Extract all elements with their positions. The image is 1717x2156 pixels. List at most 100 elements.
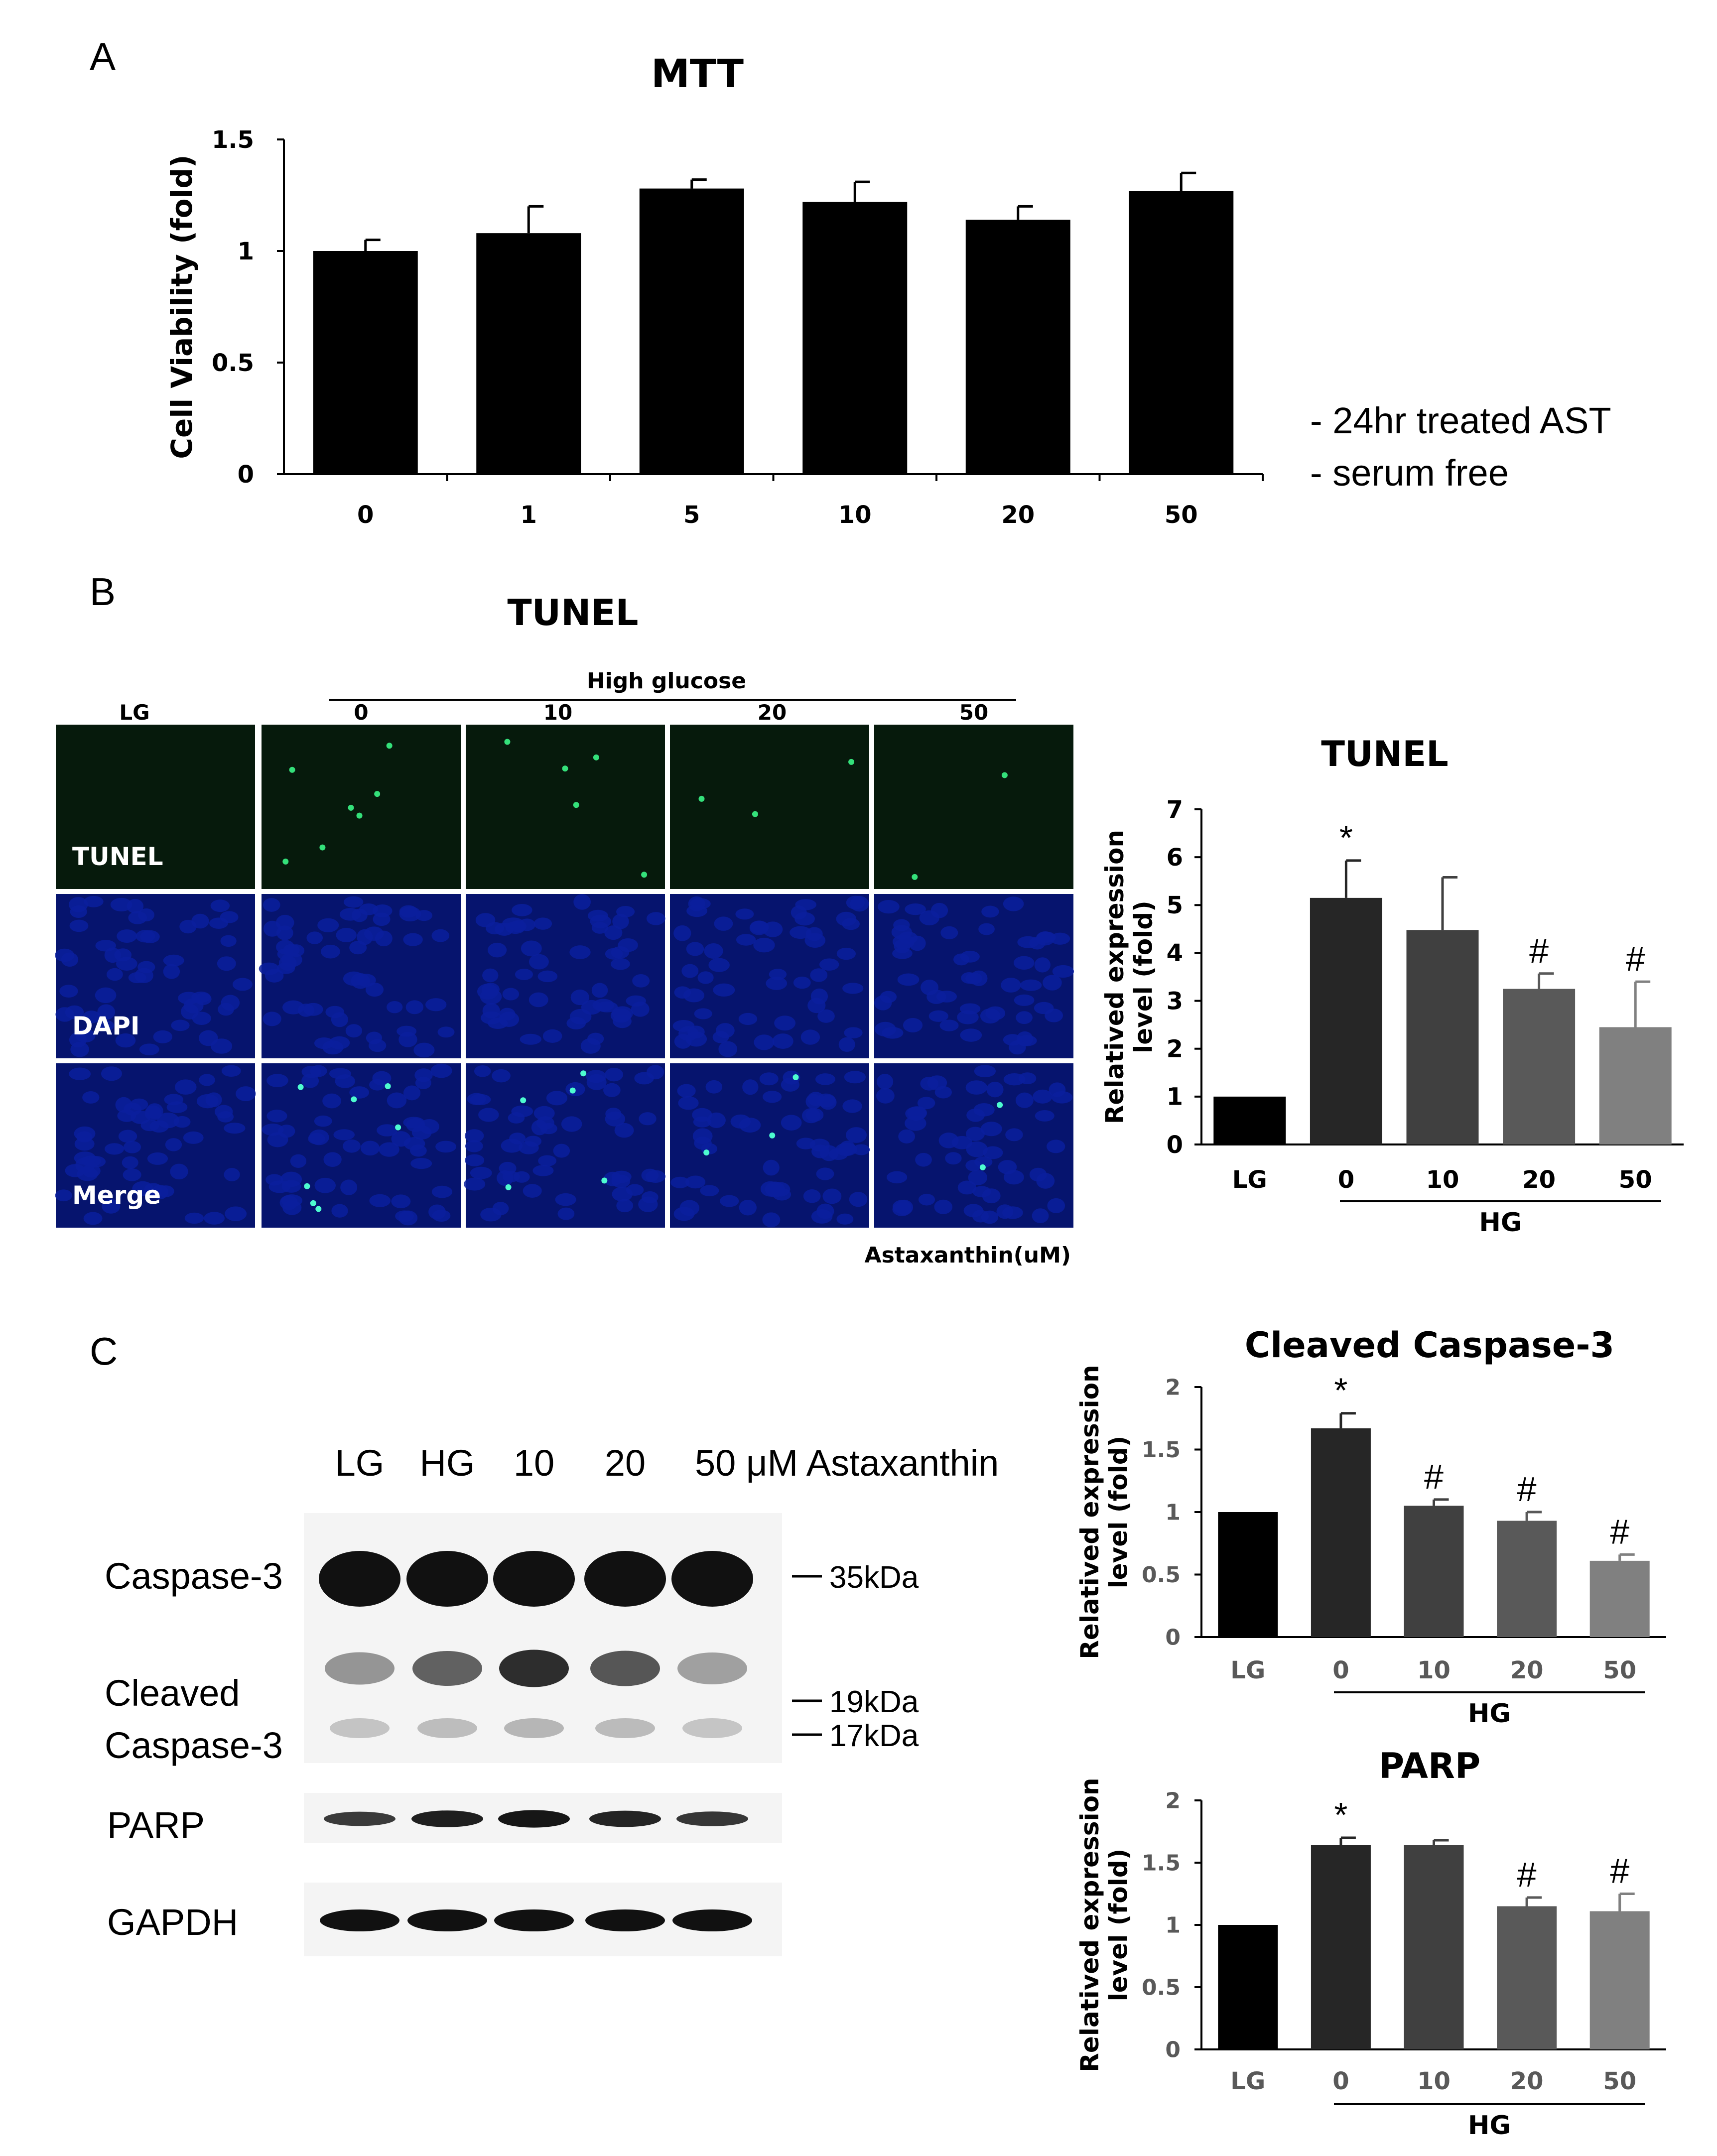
nucleus: [878, 900, 900, 914]
nucleus: [463, 1177, 486, 1191]
nucleus: [82, 1091, 100, 1104]
nucleus: [816, 1203, 834, 1219]
nucleus: [204, 1212, 225, 1225]
nucleus: [321, 944, 340, 959]
nucleus: [502, 988, 520, 1001]
nucleus: [170, 1163, 188, 1180]
nucleus: [815, 1073, 835, 1085]
nucleus: [893, 1200, 911, 1214]
nucleus: [184, 1212, 204, 1224]
nucleus: [163, 964, 180, 979]
nucleus: [915, 1152, 932, 1167]
bar: [1218, 1512, 1278, 1637]
nucleus: [104, 947, 121, 963]
tunel-positive-dot: [569, 1087, 576, 1094]
tunel-positive-dot: [912, 874, 918, 880]
unit-caption: Astaxanthin(uM): [865, 1243, 1071, 1268]
nucleus: [183, 1131, 204, 1144]
nucleus: [117, 929, 137, 943]
tunel-positive-dot: [386, 743, 393, 749]
tunel-positive-dot: [641, 872, 648, 878]
nucleus: [174, 1079, 197, 1095]
nucleus: [1051, 1091, 1073, 1104]
nucleus: [919, 1193, 935, 1206]
nucleus: [1003, 896, 1024, 911]
nucleus: [214, 1105, 233, 1119]
nucleus: [842, 1099, 862, 1113]
tunel-positive-dot: [395, 1124, 401, 1131]
nucleus: [670, 1176, 690, 1188]
nucleus: [357, 929, 373, 945]
y-tick-label: 5: [1167, 891, 1183, 919]
nucleus: [375, 930, 393, 947]
nucleus: [97, 1004, 115, 1020]
bar: [1589, 1560, 1650, 1637]
tunel-image-grid: LG 0 10 20 50 TUNEL DAPI Merge: [55, 700, 1074, 1228]
nucleus: [398, 1210, 418, 1226]
nucleus: [128, 911, 147, 924]
nucleus: [844, 1071, 866, 1084]
nucleus: [713, 983, 735, 997]
nucleus: [494, 922, 514, 936]
nucleus: [605, 948, 623, 960]
bar: [639, 188, 744, 474]
nucleus: [887, 1171, 908, 1184]
nucleus: [708, 958, 730, 972]
band-caspase3: [584, 1551, 666, 1607]
marker-35kda: 35kDa: [829, 1560, 919, 1595]
y-tick-label: 1.5: [1142, 1850, 1181, 1876]
nucleus: [410, 1157, 432, 1169]
nucleus: [373, 912, 391, 926]
band-cleaved-19: [325, 1652, 395, 1685]
bar: [965, 220, 1070, 474]
significance-mark: #: [1610, 1512, 1629, 1551]
significance-mark: *: [1339, 818, 1353, 857]
nucleus: [581, 1000, 602, 1015]
nucleus: [343, 1139, 361, 1153]
nucleus: [310, 1065, 327, 1077]
nucleus: [220, 935, 237, 947]
chart-3: PARP 0 0.5 1 1.5 2 Relatived expressionlevel (…: [1075, 1746, 1666, 2141]
nucleus: [351, 908, 368, 922]
nucleus: [101, 1066, 122, 1081]
nucleus: [816, 1167, 834, 1180]
x-tick-label: LG: [1230, 1656, 1265, 1684]
nucleus: [521, 940, 542, 957]
nucleus: [179, 919, 197, 934]
nucleus: [278, 1125, 295, 1138]
nucleus: [415, 910, 432, 921]
band-gapdh: [320, 1909, 399, 1931]
nucleus: [753, 937, 775, 953]
y-tick-label: 0: [238, 461, 254, 489]
nucleus: [819, 958, 839, 971]
x-tick-label: 10: [838, 501, 872, 529]
nucleus: [224, 1168, 240, 1181]
nucleus: [1018, 1072, 1037, 1085]
bar: [476, 233, 581, 474]
nucleus: [765, 1181, 785, 1198]
significance-mark: #: [1517, 1855, 1537, 1894]
nucleus: [762, 1212, 781, 1228]
bar: [1311, 1428, 1371, 1637]
nucleus: [236, 1086, 256, 1101]
nucleus: [533, 1106, 555, 1121]
nucleus: [220, 911, 239, 923]
nucleus: [951, 1136, 973, 1149]
nucleus: [705, 1080, 723, 1094]
bar: [1599, 1027, 1672, 1144]
nucleus: [123, 1168, 141, 1181]
hg-group-label: HG: [1468, 1699, 1511, 1729]
chart-2: Cleaved Caspase-3 0 0.5 1 1.5 2 Relatived expr…: [1075, 1325, 1666, 1729]
nucleus: [431, 929, 450, 942]
nucleus: [1034, 957, 1051, 973]
nucleus: [877, 1074, 894, 1090]
nucleus: [331, 1012, 348, 1027]
y-tick-label: 1: [1167, 1083, 1183, 1111]
nucleus: [557, 1207, 575, 1220]
nucleus: [262, 1124, 284, 1136]
nucleus: [953, 953, 970, 966]
bar: [1497, 1521, 1557, 1637]
y-tick-label: 2: [1165, 1788, 1181, 1813]
nucleus: [907, 1106, 927, 1120]
nucleus: [810, 968, 828, 982]
